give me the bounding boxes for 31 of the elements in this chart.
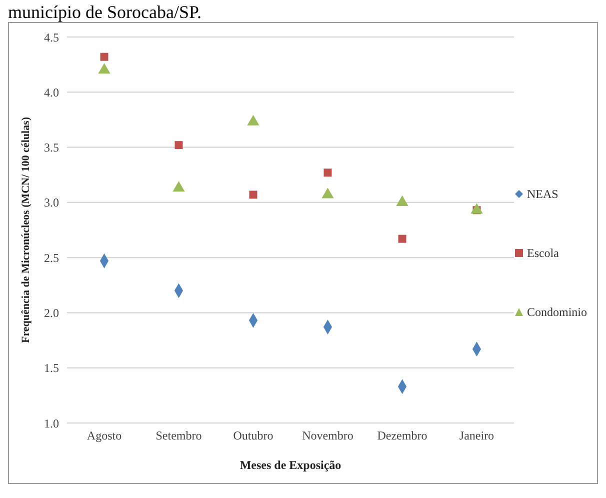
x-tick-label: Janeiro: [459, 428, 494, 443]
y-tick-label: 2.5: [44, 250, 59, 265]
x-tick-label: Outubro: [233, 428, 274, 443]
y-tick-label: 1.0: [44, 416, 59, 430]
legend-label: Escola: [526, 246, 559, 260]
legend-label: NEAS: [526, 186, 558, 202]
point: [247, 114, 260, 126]
point: [249, 190, 258, 199]
point: [174, 141, 183, 150]
y-tick-label: 4.0: [44, 85, 59, 100]
point: [322, 188, 334, 198]
point: [172, 181, 185, 192]
y-tick-label: 3.5: [44, 140, 59, 155]
point: [470, 203, 483, 214]
y-tick-label: 1.5: [44, 361, 59, 376]
y-axis-title: Frequência de Micronúcleos (MCN/ 100 células): [20, 116, 32, 343]
y-tick-label: 4.5: [44, 30, 59, 44]
x-tick-label: Agosto: [86, 428, 122, 443]
x-axis-title: Meses de Exposição: [240, 458, 342, 472]
point: [98, 63, 110, 74]
legend-label: Condominio: [526, 304, 587, 320]
y-tick-label: 2.0: [44, 306, 59, 320]
point: [324, 168, 332, 177]
x-tick-label: Novembro: [302, 428, 354, 443]
point: [396, 195, 408, 206]
text: município de Sorocaba/SP.: [8, 2, 202, 22]
x-tick-label: Dezembro: [377, 428, 428, 443]
y-tick-label: 3.0: [44, 196, 59, 210]
point: [398, 234, 406, 243]
point: [100, 52, 108, 61]
x-tick-label: Setembro: [156, 428, 202, 443]
